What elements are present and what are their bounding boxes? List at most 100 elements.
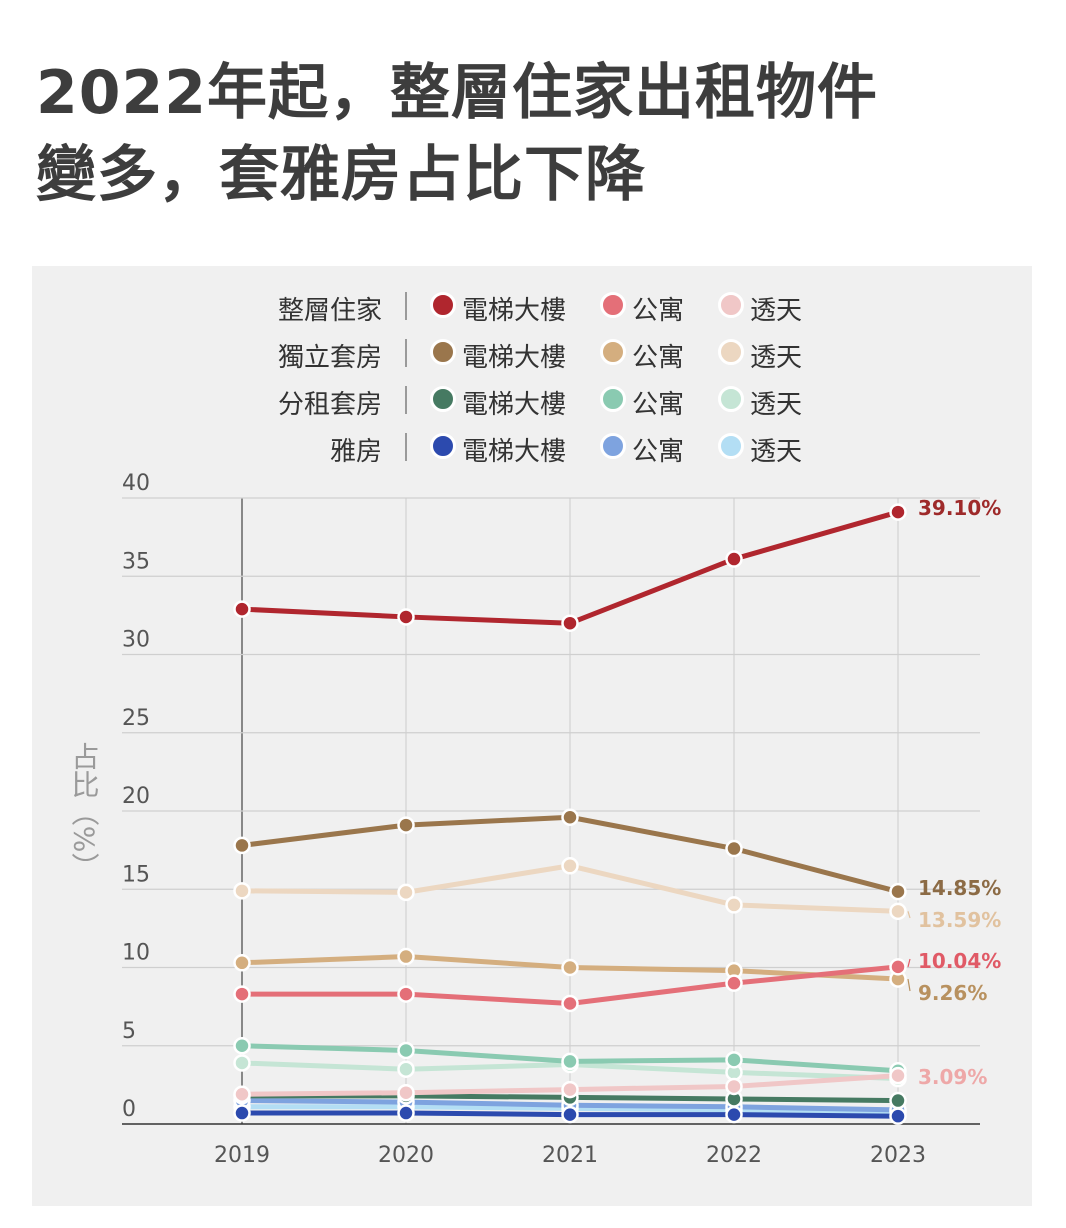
legend-dot bbox=[600, 339, 626, 365]
legend-dot bbox=[718, 339, 744, 365]
legend-label: 透天 bbox=[750, 343, 803, 373]
y-tick-label: 30 bbox=[122, 628, 150, 653]
y-axis-label: 占比（%） bbox=[68, 741, 101, 880]
legend-dot bbox=[718, 292, 744, 318]
data-point bbox=[725, 1051, 743, 1069]
legend-dot bbox=[718, 433, 744, 459]
data-point bbox=[397, 1060, 415, 1078]
legend-label: 電梯大樓 bbox=[462, 343, 567, 373]
value-label-leader bbox=[907, 911, 911, 919]
y-tick-label: 0 bbox=[122, 1097, 136, 1122]
value-label: 14.85% bbox=[918, 876, 1001, 900]
data-point bbox=[561, 994, 579, 1013]
legend-label: 透天 bbox=[750, 390, 803, 420]
data-point bbox=[233, 985, 251, 1003]
data-point bbox=[725, 550, 743, 568]
x-tick-label: 2020 bbox=[378, 1143, 434, 1168]
legend-label: 公寓 bbox=[632, 343, 685, 373]
x-tick-label: 2019 bbox=[214, 1143, 270, 1168]
data-point bbox=[561, 1052, 579, 1071]
value-label: 39.10% bbox=[918, 496, 1001, 520]
data-point bbox=[561, 808, 579, 827]
line-chart: 0 5 10 15 20 25 30 35 40 2019 2020 2021 2022 2023 占比（%… bbox=[68, 471, 1002, 1168]
legend-dot bbox=[430, 292, 456, 318]
legend-group-label: 整層住家 bbox=[277, 296, 382, 326]
value-label-leader bbox=[907, 978, 911, 992]
legend-separator bbox=[405, 292, 407, 320]
title-line-1: 2022年起，整層住家出租物件 bbox=[36, 58, 878, 128]
value-label: 3.09% bbox=[918, 1065, 987, 1089]
legend-dot bbox=[600, 386, 626, 412]
y-tick-label: 40 bbox=[122, 471, 150, 496]
legend-label: 電梯大樓 bbox=[462, 437, 567, 467]
legend-label: 透天 bbox=[750, 296, 803, 326]
legend-separator bbox=[405, 433, 407, 461]
data-point bbox=[397, 816, 415, 834]
data-point bbox=[561, 1080, 579, 1099]
legend-row-shared-suite: 分租套房 電梯大樓 公寓 透天 bbox=[32, 380, 1032, 420]
title-line-2: 變多，套雅房占比下降 bbox=[36, 140, 646, 210]
data-point bbox=[889, 902, 907, 921]
legend-dot bbox=[600, 292, 626, 318]
legend-label: 公寓 bbox=[632, 390, 685, 420]
data-point bbox=[233, 882, 251, 900]
data-point bbox=[561, 1105, 579, 1124]
data-point bbox=[889, 1091, 907, 1110]
data-point bbox=[725, 1077, 743, 1096]
y-tick-label: 25 bbox=[122, 706, 150, 731]
y-tick-label: 10 bbox=[122, 941, 150, 966]
legend-label: 公寓 bbox=[632, 296, 685, 326]
data-point bbox=[397, 985, 415, 1003]
legend-row-room: 雅房 電梯大樓 公寓 透天 bbox=[32, 427, 1032, 467]
legend-row-studio: 獨立套房 電梯大樓 公寓 透天 bbox=[32, 333, 1032, 373]
y-tick-label: 5 bbox=[122, 1019, 136, 1044]
chart-title: 2022年起，整層住家出租物件 變多，套雅房占比下降 bbox=[36, 52, 1036, 216]
legend-dot bbox=[430, 339, 456, 365]
legend-label: 透天 bbox=[750, 437, 803, 467]
legend-group-label: 雅房 bbox=[329, 437, 382, 467]
y-tick-label: 35 bbox=[122, 549, 150, 574]
legend-dot bbox=[430, 386, 456, 412]
data-point bbox=[233, 836, 251, 855]
legend-separator bbox=[405, 386, 407, 414]
value-label: 10.04% bbox=[918, 949, 1001, 973]
data-point bbox=[725, 1105, 743, 1124]
legend-group-label: 分租套房 bbox=[277, 390, 382, 420]
legend-dot bbox=[430, 433, 456, 459]
x-tick-label: 2021 bbox=[542, 1143, 598, 1168]
data-point bbox=[233, 954, 251, 972]
legend-dot bbox=[718, 386, 744, 412]
data-point bbox=[233, 1085, 251, 1104]
y-tick-label: 20 bbox=[122, 784, 150, 809]
data-point bbox=[889, 1107, 907, 1125]
data-point bbox=[397, 883, 415, 902]
data-point bbox=[233, 600, 251, 618]
data-point bbox=[397, 947, 415, 966]
data-point bbox=[725, 839, 743, 858]
legend-dot bbox=[600, 433, 626, 459]
legend: 整層住家 電梯大樓 公寓 透天 獨立套房 電梯大樓 公寓 透天 分租套房 電梯大… bbox=[32, 266, 1032, 467]
value-label-leader bbox=[907, 958, 911, 968]
legend-group-label: 獨立套房 bbox=[277, 343, 382, 373]
data-point bbox=[561, 614, 579, 632]
data-point bbox=[397, 1083, 415, 1102]
y-tick-label: 15 bbox=[122, 862, 150, 887]
data-point bbox=[725, 974, 743, 992]
legend-label: 電梯大樓 bbox=[462, 296, 567, 326]
data-point bbox=[561, 857, 579, 875]
x-tick-label: 2022 bbox=[706, 1143, 762, 1168]
data-point bbox=[397, 1041, 415, 1060]
data-point bbox=[233, 1037, 251, 1055]
data-point bbox=[889, 958, 907, 976]
value-label: 13.59% bbox=[918, 908, 1001, 932]
data-point bbox=[889, 882, 907, 901]
data-point bbox=[889, 503, 907, 521]
data-point bbox=[397, 608, 415, 626]
data-point bbox=[561, 958, 579, 977]
legend-label: 公寓 bbox=[632, 437, 685, 467]
data-point bbox=[725, 896, 743, 914]
legend-separator bbox=[405, 339, 407, 367]
data-point bbox=[889, 1066, 907, 1085]
value-label: 9.26% bbox=[918, 981, 987, 1005]
legend-label: 電梯大樓 bbox=[462, 390, 567, 420]
